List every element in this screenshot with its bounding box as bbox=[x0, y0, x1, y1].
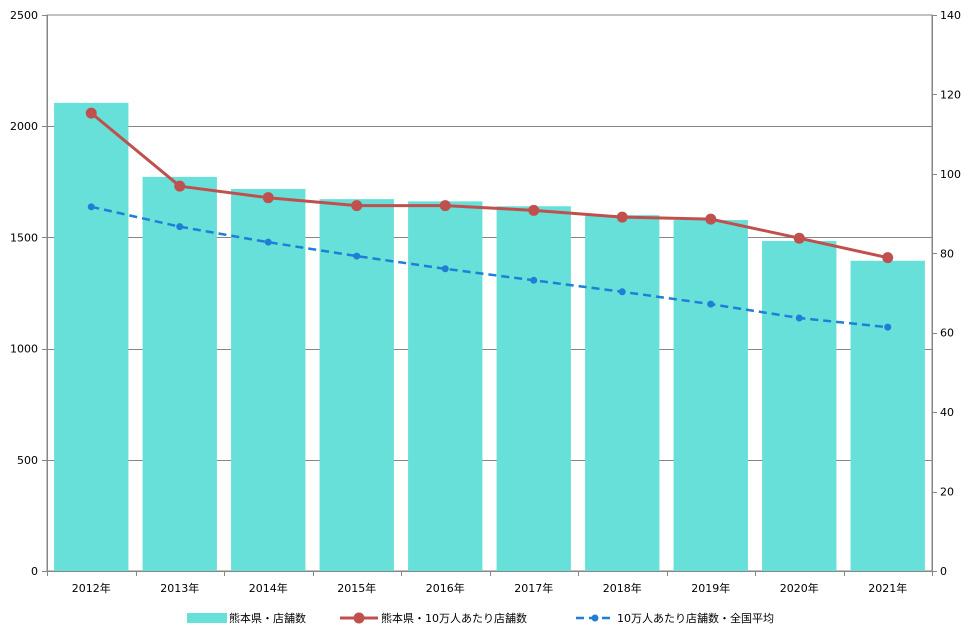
series-point bbox=[176, 223, 184, 231]
legend-marker bbox=[353, 612, 365, 624]
y-tick-label-left: 1000 bbox=[10, 343, 38, 356]
x-tick-label: 2016年 bbox=[426, 581, 465, 595]
x-tick-label: 2019年 bbox=[691, 581, 730, 595]
y-tick-label-right: 0 bbox=[940, 565, 947, 578]
series-point bbox=[264, 238, 272, 246]
bar bbox=[142, 176, 217, 571]
series-point bbox=[351, 200, 363, 212]
series-point bbox=[87, 203, 95, 211]
series-point bbox=[262, 192, 274, 204]
legend-label: 熊本県・10万人あたり店舗数 bbox=[381, 611, 527, 625]
y-tick-label-right: 40 bbox=[940, 406, 954, 419]
series-point bbox=[353, 252, 361, 260]
bar bbox=[408, 201, 483, 571]
series-point bbox=[530, 276, 538, 284]
axes bbox=[42, 15, 937, 576]
x-tick-label: 2018年 bbox=[603, 581, 642, 595]
bar bbox=[496, 206, 571, 571]
bar bbox=[319, 199, 394, 571]
series-point bbox=[441, 265, 449, 273]
x-tick-label: 2014年 bbox=[249, 581, 288, 595]
y-tick-label-right: 20 bbox=[940, 486, 954, 499]
series-point bbox=[793, 232, 805, 244]
x-tick-label: 2020年 bbox=[780, 581, 819, 595]
legend-marker bbox=[591, 614, 599, 622]
line-series bbox=[85, 107, 894, 331]
y-tick-label-left: 1500 bbox=[10, 231, 38, 244]
x-tick-label: 2017年 bbox=[514, 581, 553, 595]
y-tick-label-right: 140 bbox=[940, 9, 961, 22]
series-point bbox=[439, 200, 451, 212]
series-point bbox=[705, 213, 717, 225]
bar bbox=[54, 102, 129, 572]
series-point bbox=[85, 107, 97, 119]
series-line bbox=[91, 205, 888, 329]
y-tick-label-right: 80 bbox=[940, 247, 954, 260]
y-tick-label-right: 60 bbox=[940, 327, 954, 340]
series-point bbox=[616, 211, 628, 223]
legend-label: 熊本県・店舗数 bbox=[229, 611, 306, 625]
legend: 熊本県・店舗数 熊本県・10万人あたり店舗数 10万人あたり店舗数・全国平均 bbox=[187, 611, 774, 625]
bar bbox=[762, 240, 837, 571]
x-tick-label: 2013年 bbox=[160, 581, 199, 595]
x-tick-label: 2012年 bbox=[72, 581, 111, 595]
y-tick-label-left: 2500 bbox=[10, 9, 38, 22]
bar bbox=[231, 188, 306, 571]
y-tick-label-left: 500 bbox=[17, 454, 38, 467]
series-point bbox=[618, 288, 626, 296]
x-tick-label: 2015年 bbox=[337, 581, 376, 595]
series-point bbox=[882, 252, 894, 264]
legend-swatch-bar bbox=[187, 613, 227, 623]
bar bbox=[850, 260, 925, 571]
y-tick-label-left: 0 bbox=[31, 565, 38, 578]
bar-series bbox=[54, 102, 925, 572]
y-tick-label-right: 100 bbox=[940, 168, 961, 181]
bar bbox=[673, 220, 748, 571]
series-point bbox=[174, 180, 186, 192]
x-tick-label: 2021年 bbox=[868, 581, 907, 595]
tick-labels: 0 500 1000 1500 2000 2500 0 20 40 60 80 100 120 140 20… bbox=[10, 9, 961, 595]
series-point bbox=[884, 323, 892, 331]
y-tick-label-right: 120 bbox=[940, 88, 961, 101]
series-line bbox=[90, 111, 889, 260]
series-point bbox=[707, 300, 715, 308]
legend-label: 10万人あたり店舗数・全国平均 bbox=[617, 611, 774, 625]
series-point bbox=[528, 204, 540, 216]
series-point bbox=[795, 314, 803, 322]
y-tick-label-left: 2000 bbox=[10, 120, 38, 133]
bar bbox=[585, 215, 660, 571]
